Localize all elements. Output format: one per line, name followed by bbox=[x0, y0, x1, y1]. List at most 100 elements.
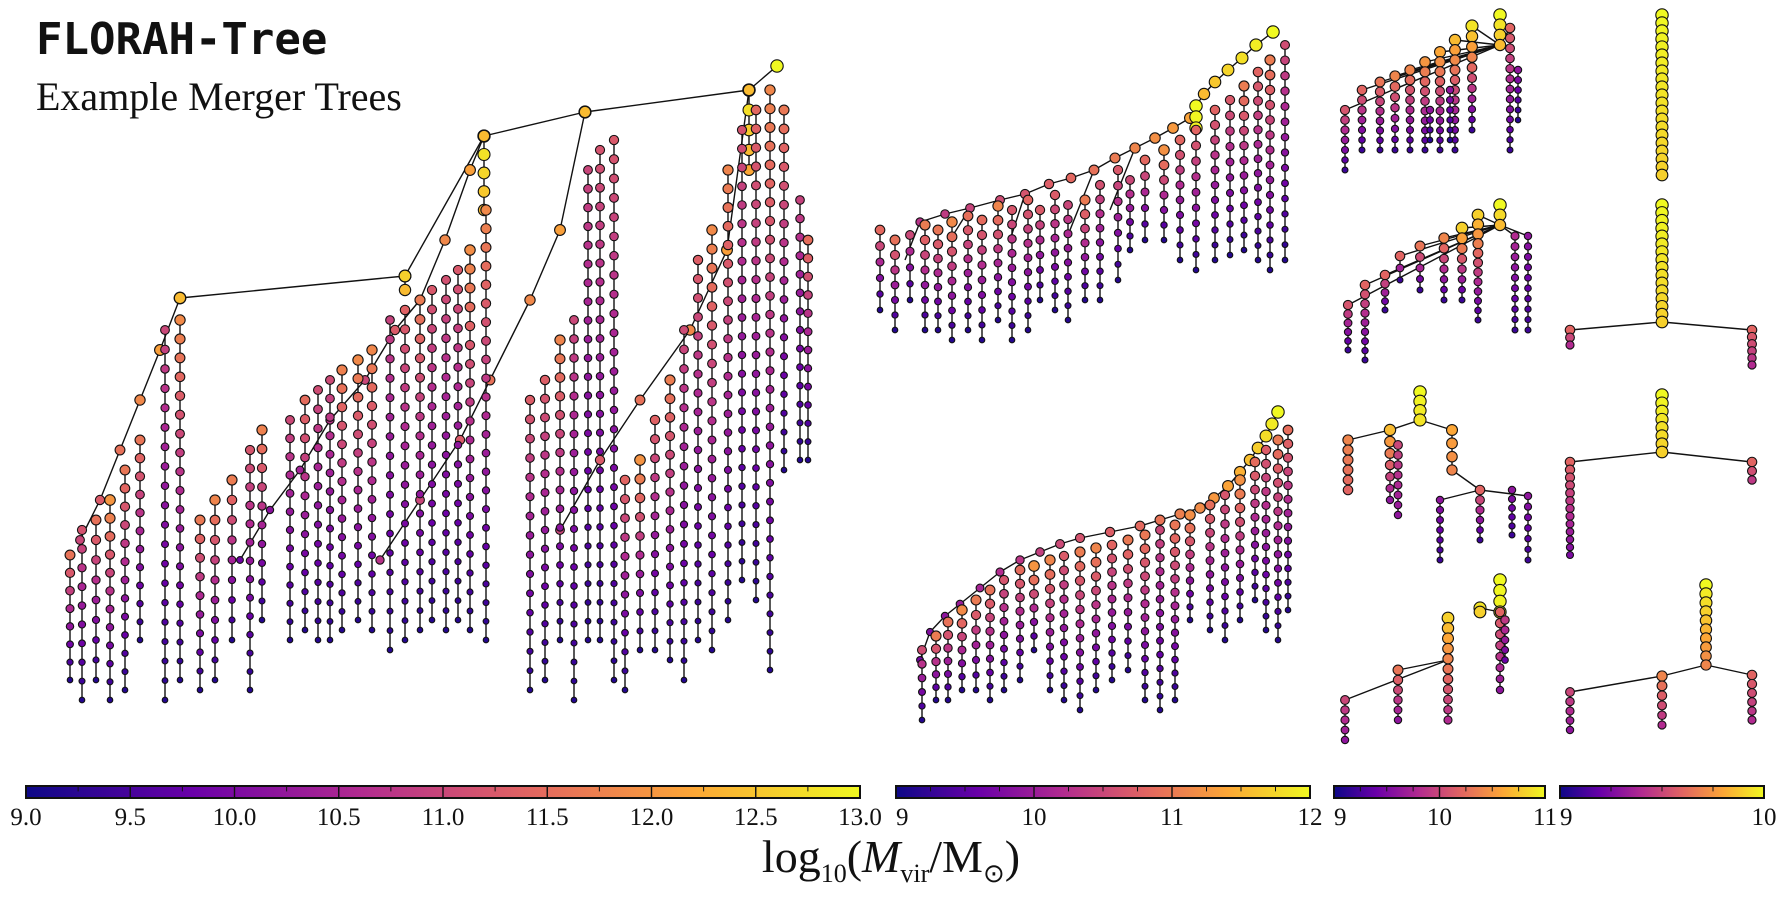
halo-node bbox=[256, 443, 268, 455]
halo-node bbox=[1250, 484, 1260, 495]
halo-node bbox=[195, 571, 205, 582]
halo-node bbox=[338, 626, 346, 634]
halo-node bbox=[1262, 612, 1270, 620]
halo-node bbox=[174, 333, 186, 345]
halo-node bbox=[1114, 244, 1122, 253]
axis-label-log-base: 10 bbox=[820, 859, 847, 889]
halo-node bbox=[325, 487, 335, 496]
halo-node bbox=[958, 686, 966, 694]
halo-node bbox=[693, 502, 702, 511]
halo-node bbox=[708, 569, 716, 578]
halo-node bbox=[414, 353, 426, 364]
halo-node bbox=[66, 676, 74, 684]
halo-node bbox=[1495, 663, 1505, 673]
axis-label-close-paren: ) bbox=[1004, 831, 1021, 882]
halo-node bbox=[465, 473, 475, 483]
halo-node bbox=[1505, 63, 1515, 74]
halo-node bbox=[1494, 606, 1506, 618]
halo-node bbox=[1046, 657, 1054, 665]
halo-node bbox=[1234, 502, 1246, 514]
halo-node bbox=[464, 244, 476, 256]
halo-node bbox=[1383, 423, 1397, 437]
halo-node bbox=[1211, 256, 1219, 264]
halo-node bbox=[1192, 235, 1200, 243]
halo-node bbox=[1475, 515, 1485, 525]
halo-node bbox=[738, 482, 746, 490]
halo-node bbox=[401, 558, 409, 567]
halo-node bbox=[210, 615, 220, 625]
halo-node bbox=[1160, 221, 1168, 229]
halo-node bbox=[1419, 56, 1431, 68]
halo-node bbox=[1456, 253, 1468, 265]
halo-node bbox=[920, 265, 930, 275]
halo-node bbox=[977, 290, 987, 300]
halo-node bbox=[1240, 216, 1248, 224]
halo-node bbox=[386, 588, 394, 596]
halo-node bbox=[584, 561, 592, 569]
halo-node bbox=[161, 559, 169, 568]
halo-node bbox=[1565, 519, 1575, 529]
halo-node bbox=[1456, 243, 1468, 255]
halo-node bbox=[452, 284, 464, 295]
halo-node bbox=[453, 303, 463, 314]
halo-node bbox=[1505, 74, 1515, 84]
halo-node bbox=[666, 619, 674, 627]
halo-node bbox=[1404, 74, 1416, 86]
halo-node bbox=[596, 561, 604, 569]
halo-node bbox=[1524, 556, 1532, 564]
halo-node bbox=[1123, 622, 1133, 631]
halo-node bbox=[943, 643, 953, 653]
halo-node bbox=[367, 494, 377, 504]
halo-node bbox=[454, 538, 462, 546]
halo-node bbox=[1030, 646, 1038, 654]
halo-node bbox=[480, 260, 492, 272]
halo-node bbox=[693, 407, 703, 417]
halo-node bbox=[1156, 636, 1164, 645]
tree-branch bbox=[1439, 489, 1481, 501]
halo-node bbox=[1063, 200, 1073, 210]
halo-node bbox=[1262, 598, 1270, 606]
halo-node bbox=[1457, 264, 1467, 274]
colorbar-tick-label: 12 bbox=[1298, 804, 1323, 831]
halo-node bbox=[301, 607, 309, 615]
halo-node bbox=[1445, 85, 1455, 95]
halo-node bbox=[1250, 498, 1260, 509]
halo-node bbox=[285, 415, 295, 425]
halo-node bbox=[1565, 340, 1575, 350]
axis-label-solar-mass: /M bbox=[929, 831, 983, 882]
halo-node bbox=[1414, 240, 1426, 252]
halo-node bbox=[971, 640, 981, 650]
halo-node bbox=[999, 602, 1009, 613]
halo-node bbox=[104, 494, 116, 506]
halo-node bbox=[930, 630, 942, 642]
halo-node bbox=[1385, 483, 1395, 493]
halo-node bbox=[609, 405, 619, 415]
halo-node bbox=[1508, 531, 1516, 539]
halo-node bbox=[1141, 668, 1149, 677]
halo-node bbox=[1281, 241, 1289, 249]
halo-node bbox=[367, 532, 377, 541]
halo-node bbox=[1273, 550, 1283, 559]
halo-node bbox=[1008, 292, 1016, 301]
halo-node bbox=[651, 588, 659, 597]
halo-node bbox=[1074, 561, 1086, 572]
halo-node bbox=[803, 308, 813, 319]
halo-node bbox=[680, 657, 688, 664]
halo-node bbox=[245, 593, 255, 602]
halo-node bbox=[1361, 356, 1369, 364]
halo-node bbox=[595, 315, 605, 325]
halo-node bbox=[1655, 445, 1669, 459]
halo-node bbox=[752, 577, 760, 585]
halo-node bbox=[1264, 54, 1276, 66]
halo-node bbox=[1095, 209, 1105, 219]
halo-node bbox=[427, 460, 437, 469]
halo-node bbox=[1361, 346, 1369, 355]
halo-node bbox=[286, 636, 294, 644]
halo-node bbox=[426, 304, 438, 315]
halo-node bbox=[540, 431, 550, 442]
halo-node bbox=[770, 59, 784, 73]
halo-node bbox=[1186, 616, 1194, 624]
halo-node bbox=[1415, 252, 1426, 263]
halo-node bbox=[1000, 686, 1008, 694]
halo-node bbox=[804, 419, 812, 428]
